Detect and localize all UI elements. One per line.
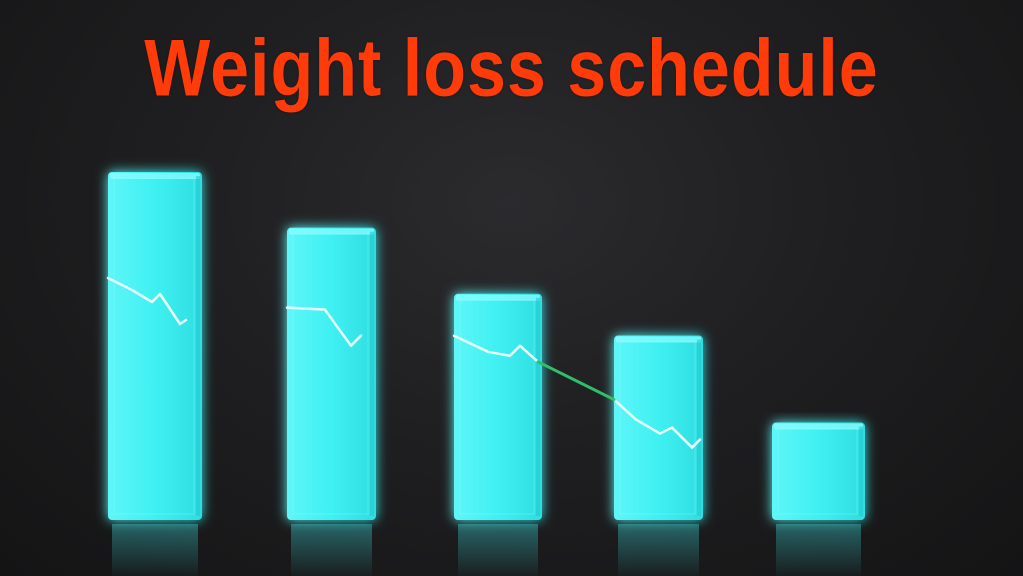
- trend-line-segment: [285, 306, 363, 347]
- bar: [772, 422, 865, 520]
- bar-reflection: [112, 524, 198, 576]
- bar-top-bevel: [110, 173, 200, 179]
- bar-reflection: [776, 524, 861, 576]
- bar-edge-shade: [697, 339, 701, 516]
- bar-inner-frame: [777, 428, 858, 515]
- bar-edge-shade: [859, 426, 863, 516]
- trend-lines: [106, 276, 702, 449]
- trend-line-bridge: [536, 360, 616, 402]
- trend-line-segment: [452, 334, 540, 364]
- bar-top-bevel: [616, 336, 701, 343]
- bar-top-bevel: [774, 423, 863, 430]
- bar-reflection: [618, 524, 699, 576]
- bar-inner-frame: [113, 177, 195, 515]
- bar-top-bevel: [456, 294, 540, 301]
- bar-inner-frame: [292, 233, 369, 515]
- bar: [614, 335, 703, 520]
- bar-inner-frame: [459, 299, 535, 515]
- bar-reflections: [112, 524, 861, 576]
- bar-top-bevel: [289, 228, 374, 235]
- bar-reflection: [291, 524, 372, 576]
- trend-line-segment: [106, 276, 188, 326]
- bar: [108, 172, 202, 520]
- bar: [454, 293, 542, 520]
- bar-inner-frame: [619, 341, 696, 515]
- bar-edge-shade: [196, 176, 200, 516]
- bars: [108, 172, 865, 520]
- chart-title: Weight loss schedule: [144, 23, 879, 113]
- bar-edge-shade: [536, 297, 540, 516]
- trend-line-segment: [612, 398, 702, 449]
- bar: [287, 227, 376, 520]
- bar-edge-shade: [370, 231, 374, 516]
- bar-reflection: [458, 524, 538, 576]
